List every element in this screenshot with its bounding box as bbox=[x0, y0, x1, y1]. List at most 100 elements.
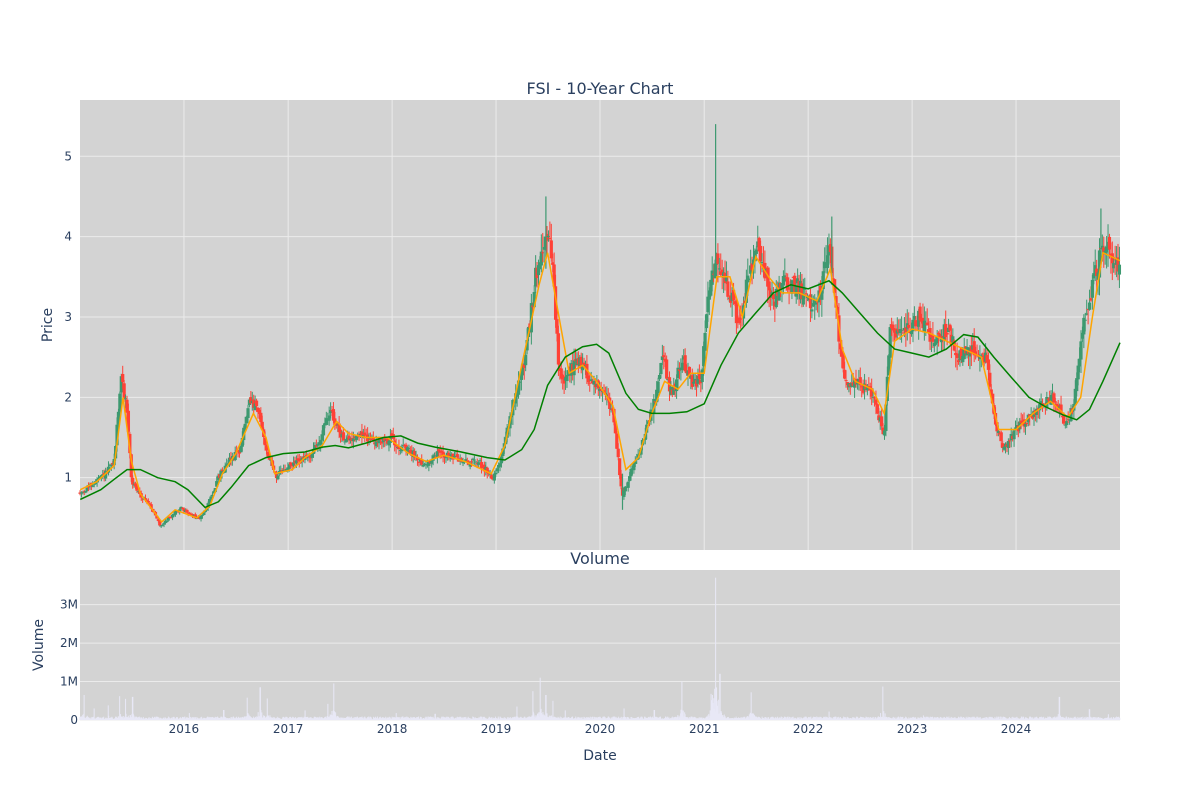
volume-bar bbox=[150, 717, 152, 720]
candle-up bbox=[692, 381, 696, 384]
volume-bar bbox=[892, 716, 894, 720]
volume-bar bbox=[350, 717, 352, 720]
volume-bar bbox=[1009, 717, 1011, 720]
candle-down bbox=[180, 507, 185, 509]
candle-down bbox=[149, 504, 153, 509]
volume-bar bbox=[477, 718, 479, 720]
candle-down bbox=[786, 277, 790, 290]
volume-bar bbox=[928, 717, 930, 720]
volume-bar bbox=[446, 716, 448, 720]
volume-bar bbox=[1077, 716, 1079, 720]
volume-bar bbox=[288, 717, 290, 720]
volume-bar bbox=[139, 717, 141, 720]
volume-bar bbox=[201, 716, 203, 720]
candle-up bbox=[659, 363, 663, 375]
volume-bar bbox=[808, 717, 810, 720]
candle-down bbox=[337, 423, 341, 433]
volume-bar bbox=[173, 717, 175, 720]
volume-bar bbox=[575, 717, 577, 720]
candle-down bbox=[185, 509, 189, 513]
candle-down bbox=[155, 515, 159, 519]
volume-bar bbox=[187, 717, 189, 720]
candle-up bbox=[109, 464, 113, 466]
volume-bar bbox=[106, 718, 108, 720]
volume-chart-title: Volume bbox=[570, 549, 630, 568]
volume-bar bbox=[233, 718, 235, 720]
candle-down bbox=[556, 333, 561, 365]
candle-up bbox=[521, 363, 525, 376]
candle-down bbox=[944, 323, 948, 338]
candle-up bbox=[696, 375, 700, 384]
candle-up bbox=[1035, 408, 1039, 415]
candle-down bbox=[360, 431, 364, 437]
candle-down bbox=[834, 296, 838, 308]
candle-down bbox=[974, 351, 978, 355]
candle-up bbox=[790, 280, 794, 294]
candle-up bbox=[1080, 332, 1085, 339]
volume-bar bbox=[612, 716, 614, 720]
volume-bar bbox=[541, 712, 543, 720]
volume-bar bbox=[1015, 717, 1017, 720]
volume-bar bbox=[895, 717, 897, 720]
candle-up bbox=[219, 470, 223, 479]
candle-down bbox=[800, 283, 804, 299]
volume-bar bbox=[887, 717, 889, 720]
volume-bar bbox=[937, 717, 939, 720]
candle-up bbox=[478, 460, 482, 462]
candle-down bbox=[793, 275, 797, 292]
candle-down bbox=[260, 421, 264, 430]
volume-bar bbox=[142, 716, 144, 720]
volume-bar bbox=[733, 717, 735, 720]
volume-bar bbox=[623, 708, 625, 720]
volume-bar bbox=[615, 716, 617, 720]
volume-bar bbox=[223, 710, 225, 720]
candle-up bbox=[1069, 408, 1073, 422]
candle-up bbox=[887, 355, 891, 376]
volume-bar bbox=[353, 717, 355, 720]
candle-up bbox=[821, 271, 825, 290]
candle-up bbox=[823, 262, 827, 269]
candle-up bbox=[751, 259, 756, 265]
volume-bar bbox=[184, 716, 186, 720]
volume-bar bbox=[597, 716, 599, 720]
volume-bar bbox=[426, 716, 428, 720]
volume-bar bbox=[714, 688, 716, 720]
candle-down bbox=[264, 445, 269, 451]
candle-down bbox=[613, 421, 617, 434]
volume-bar bbox=[905, 716, 907, 720]
candle-down bbox=[914, 320, 918, 327]
candle-down bbox=[549, 240, 553, 259]
volume-bar bbox=[640, 716, 642, 720]
volume-bar bbox=[372, 716, 374, 720]
volume-bar bbox=[264, 715, 266, 720]
volume-bar bbox=[772, 716, 774, 720]
volume-bar bbox=[255, 717, 257, 720]
volume-bar bbox=[791, 717, 793, 720]
volume-bar bbox=[668, 717, 670, 720]
candle-down bbox=[972, 341, 976, 356]
candle-up bbox=[632, 462, 636, 471]
volume-bar bbox=[455, 718, 457, 720]
candle-down bbox=[193, 514, 197, 519]
candle-up bbox=[227, 457, 232, 465]
volume-bar bbox=[484, 717, 486, 720]
volume-bar bbox=[168, 717, 170, 720]
candle-up bbox=[660, 356, 664, 361]
candle-up bbox=[123, 398, 128, 400]
candle-up bbox=[119, 376, 123, 393]
volume-bar bbox=[533, 713, 535, 720]
candle-up bbox=[166, 517, 170, 521]
volume-bar bbox=[431, 716, 433, 720]
candle-up bbox=[774, 288, 778, 308]
candle-down bbox=[955, 353, 959, 359]
candle-down bbox=[808, 294, 813, 309]
candle-up bbox=[246, 408, 250, 419]
volume-bar bbox=[911, 717, 913, 720]
volume-bar bbox=[915, 717, 917, 720]
volume-bar bbox=[234, 718, 236, 720]
volume-bar bbox=[276, 716, 278, 720]
candle-up bbox=[1083, 319, 1087, 321]
candle-up bbox=[717, 268, 721, 270]
candle-down bbox=[767, 281, 771, 291]
